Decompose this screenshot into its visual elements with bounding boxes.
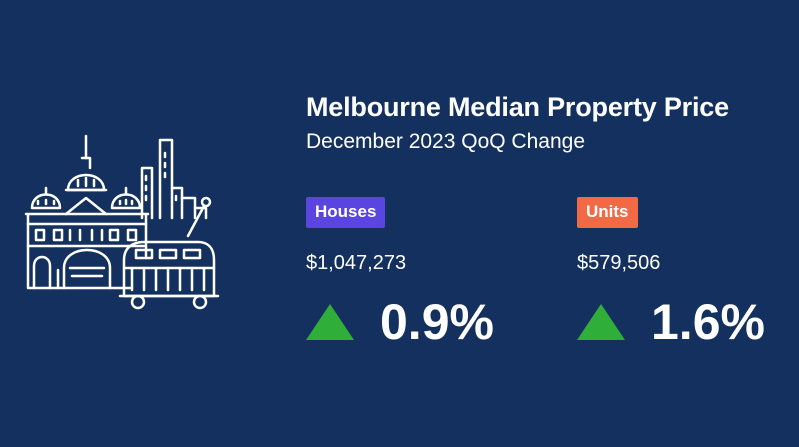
units-stat: Units $579,506 1.6% — [577, 197, 765, 351]
houses-change-value: 0.9% — [380, 294, 494, 350]
units-change: 1.6% — [577, 293, 765, 351]
units-change-value: 1.6% — [651, 294, 765, 350]
houses-badge: Houses — [306, 197, 386, 228]
houses-stat: Houses $1,047,273 0.9% — [306, 197, 494, 351]
melbourne-skyline-tram-icon — [20, 118, 220, 318]
page-subtitle: December 2023 QoQ Change — [306, 130, 585, 153]
units-badge: Units — [577, 197, 638, 228]
houses-price: $1,047,273 — [306, 252, 407, 274]
houses-change: 0.9% — [306, 293, 494, 351]
up-triangle-icon — [306, 304, 354, 340]
up-triangle-icon — [577, 304, 625, 340]
units-price: $579,506 — [577, 252, 661, 274]
page-title: Melbourne Median Property Price — [306, 92, 729, 122]
